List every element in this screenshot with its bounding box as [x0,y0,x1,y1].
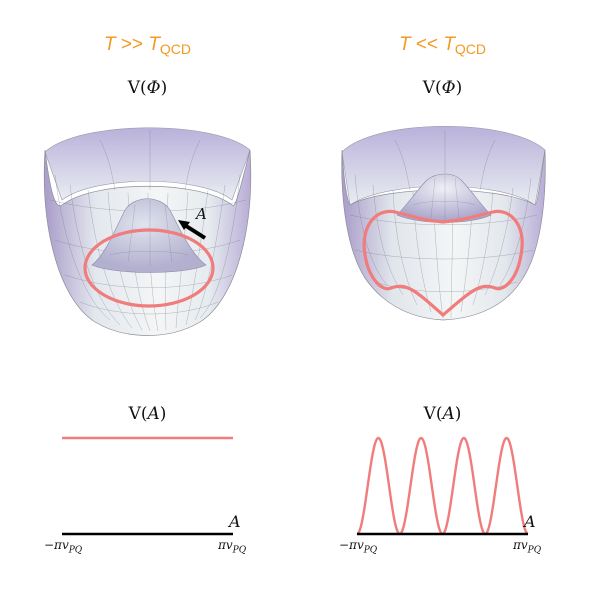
header-operator: << [410,34,444,55]
tick-pi-vpq: πvPQ [218,538,247,556]
a-axis-label: A [229,512,241,531]
header-low-temperature: T << TQCD [295,34,590,57]
header-subscript: QCD [159,41,192,57]
va-plot-right [356,436,529,536]
central-hump [396,173,492,223]
panel-high-temperature: T >> TQCD V(Φ) [0,34,295,556]
central-hump [91,198,207,273]
potential-phi-label: V(Φ) [422,78,463,98]
va-plot-left [62,436,233,536]
tick-minus-pi-vpq: −πvPQ [44,538,83,556]
header-subscript: QCD [454,41,487,57]
tick-pi-vpq: πvPQ [513,538,542,556]
potential-phi-label: V(Φ) [127,78,168,98]
vacuum-valley-ring [83,228,215,308]
header-t: T [103,34,116,55]
vacuum-valley-ring [362,209,524,318]
tick-minus-pi-vpq: −πvPQ [339,538,378,556]
mexican-hat-surface-left [43,127,252,336]
arrow-a-label: A [196,205,207,223]
header-high-temperature: T >> TQCD [0,34,295,57]
arrow-a-head [178,220,190,230]
potential-a-label: V(A) [128,404,167,424]
bowl-inner-wall [341,125,546,206]
potential-a-label: V(A) [423,404,462,424]
header-t-qcd: T [443,34,455,55]
header-t: T [398,34,411,55]
a-axis-label: A [524,512,536,531]
va-curve-cosine [356,436,529,536]
tilted-hat-surface-right [341,125,546,321]
bowl-outer [341,149,546,321]
header-t-qcd: T [148,34,160,55]
panel-low-temperature: T << TQCD V(Φ) [295,0,590,590]
header-operator: >> [115,34,149,55]
